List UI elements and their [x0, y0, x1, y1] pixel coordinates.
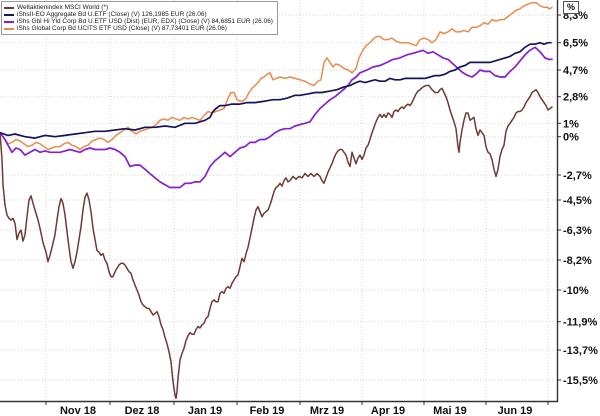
legend-item-label: iShsII-EO Aggregate Bd U.ETF (Close) (V)… — [17, 11, 207, 18]
y-axis-label: -4,5% — [563, 195, 592, 207]
x-axis-label: Feb 19 — [250, 405, 285, 416]
y-axis-label: 1% — [563, 118, 579, 130]
x-axis-label: Dez 18 — [125, 405, 160, 416]
y-axis-label: -13,7% — [563, 345, 598, 357]
legend-item-label: Weltaktienindex MSCI World (*) — [17, 4, 109, 11]
x-axis-label: Nov 18 — [60, 405, 96, 416]
y-axis-label: 2,8% — [563, 92, 588, 104]
x-axis-label: Apr 19 — [371, 405, 405, 416]
y-axis-label: 4,7% — [563, 65, 588, 77]
x-axis-label: Jun 19 — [498, 405, 533, 416]
y-axis-label: 6,5% — [563, 38, 588, 50]
legend-item-label: iShs Global Corp Bd UCITS ETF USD (Close… — [17, 25, 227, 32]
y-axis-unit-label: % — [563, 1, 580, 14]
y-axis-label: -2,7% — [563, 170, 592, 182]
x-axis-label: Jan 19 — [188, 405, 222, 416]
legend-item: Weltaktienindex MSCI World (*) — [4, 4, 273, 11]
legend-item: iShsII-EO Aggregate Bd U.ETF (Close) (V)… — [4, 11, 273, 18]
y-axis-label: -6,3% — [563, 225, 592, 237]
y-axis-label: 0% — [563, 132, 579, 144]
legend-line-swatch — [4, 27, 14, 30]
series-line — [0, 46, 553, 189]
legend-line-swatch — [4, 6, 14, 9]
y-axis-label: -15,5% — [563, 375, 598, 387]
series-line — [0, 84, 553, 400]
legend-item-label: iShs Gbl Hi Yld Corp Bd U.ETF USD (Dist)… — [17, 18, 273, 25]
legend-line-swatch — [4, 13, 14, 16]
x-axis-label: Mrz 19 — [310, 405, 344, 416]
legend-item: iShs Gbl Hi Yld Corp Bd U.ETF USD (Dist)… — [4, 18, 273, 25]
series-line — [0, 41, 552, 139]
legend-line-swatch — [4, 20, 14, 23]
series-line — [0, 1, 553, 151]
chart-legend: Weltaktienindex MSCI World (*) iShsII-EO … — [1, 1, 278, 35]
y-axis-label: -11,9% — [563, 317, 597, 329]
y-axis-label: -8,2% — [563, 255, 592, 267]
y-axis-label: -10% — [563, 285, 589, 297]
x-axis-label: Mai 19 — [433, 405, 467, 416]
legend-item: iShs Global Corp Bd UCITS ETF USD (Close… — [4, 25, 273, 32]
